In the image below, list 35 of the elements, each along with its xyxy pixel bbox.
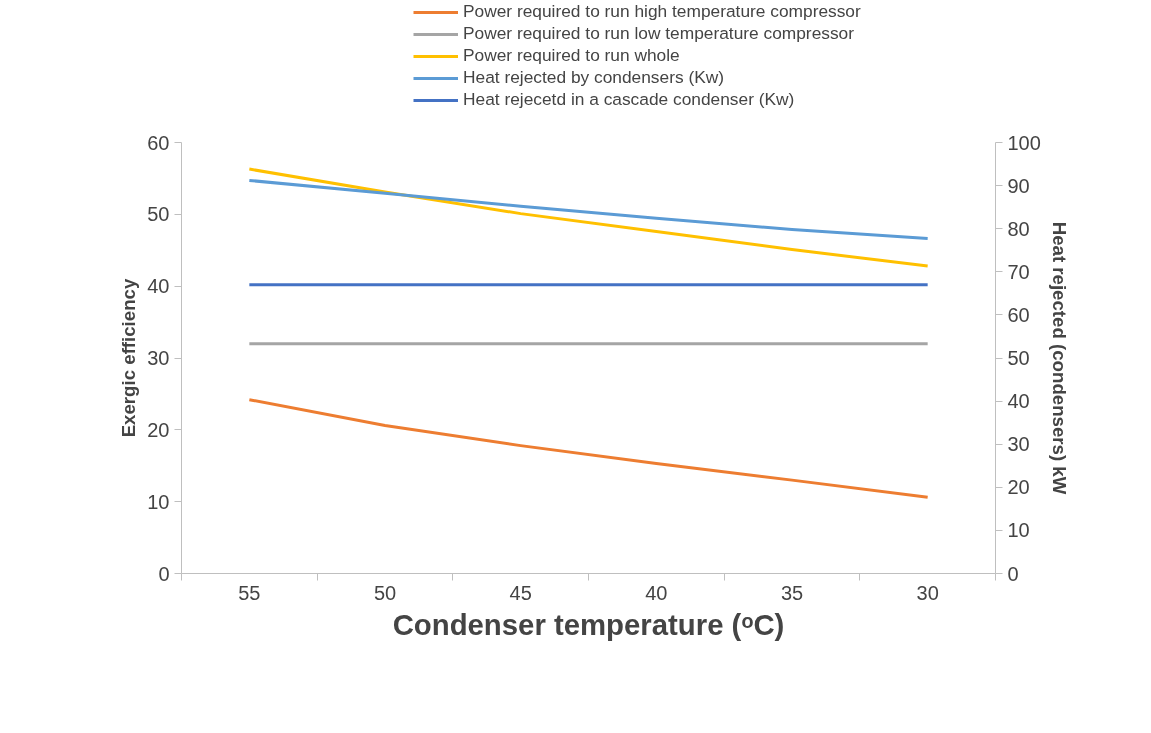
line-series xyxy=(247,398,930,499)
y-tick-label: 0 xyxy=(158,562,170,585)
line-series xyxy=(247,167,930,268)
legend-label: Power required to run whole xyxy=(463,45,680,66)
y2-axis-title: Heat rejected (condensers) kW xyxy=(1048,221,1070,495)
x-tick-label: 55 xyxy=(238,581,261,604)
y-tick-label: 60 xyxy=(147,131,170,154)
legend-label: Power required to run high temperature compressor xyxy=(463,1,861,22)
x-tick-label: 50 xyxy=(373,581,397,604)
y2-tick-label: 10 xyxy=(1007,519,1030,542)
y2-tick-label: 30 xyxy=(1007,433,1030,456)
legend-label: Heat rejected by condensers (Kw) xyxy=(463,67,725,88)
y2-tick-label: 0 xyxy=(1007,562,1019,585)
x-tick-label: 45 xyxy=(509,581,532,604)
x-axis-title: Condenser temperature (ᵒC) xyxy=(392,607,785,641)
y2-tick-label: 50 xyxy=(1007,347,1030,369)
x-tick-label: 35 xyxy=(780,581,804,604)
y-tick-label: 50 xyxy=(147,203,170,226)
y2-tick-label: 70 xyxy=(1007,260,1030,283)
y-axis-title: Exergic efficiency xyxy=(118,278,140,438)
y2-tick-label: 90 xyxy=(1007,174,1030,197)
x-tick-label: 30 xyxy=(916,581,939,604)
line-series xyxy=(247,178,930,241)
y2-tick-label: 100 xyxy=(1007,131,1041,154)
x-tick-label: 40 xyxy=(645,581,668,604)
y2-tick-label: 20 xyxy=(1007,476,1030,499)
legend-label: Heat rejecetd in a cascade condenser (Kw) xyxy=(463,89,795,110)
y-tick-label: 20 xyxy=(147,418,170,441)
y2-tick-label: 40 xyxy=(1007,390,1030,413)
y-tick-label: 10 xyxy=(147,490,170,513)
y2-tick-label: 60 xyxy=(1007,303,1030,326)
y-tick-label: 30 xyxy=(147,347,170,369)
y-tick-label: 40 xyxy=(147,275,170,298)
legend-label: Power required to run low temperature compressor xyxy=(463,23,855,44)
y2-tick-label: 80 xyxy=(1007,217,1030,240)
